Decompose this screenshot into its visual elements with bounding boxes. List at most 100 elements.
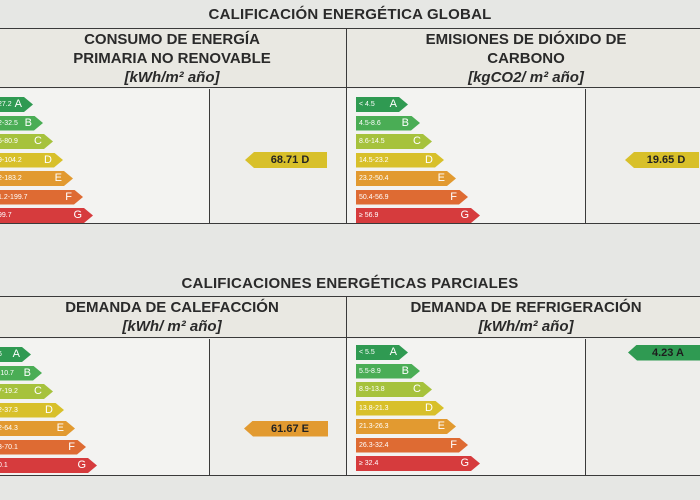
emisiones-scale: < 4.5 A 4.5-8.6 B 8.6-14.5 C 14.5-23.2 D 23.2-50…	[347, 89, 586, 223]
calefaccion-scale-range: -10.7	[0, 369, 14, 377]
refrigeracion-scale-arrow-f: 26.3-32.4 F	[356, 438, 468, 453]
refrigeracion-scale-range: ≥ 32.4	[359, 460, 379, 467]
emisiones-scale-letter: B	[401, 116, 409, 129]
emisiones-heading: EMISIONES DE DIÓXIDO DE CARBONO [kgCO2/ …	[347, 29, 700, 88]
consumo-scale-arrow-c: 5-80.9 C	[0, 134, 53, 149]
consumo-scale-letter: D	[44, 153, 52, 166]
parciales-title: CALIFICACIONES ENERGÉTICAS PARCIALES	[181, 275, 519, 292]
emisiones-body: < 4.5 A 4.5-8.6 B 8.6-14.5 C 14.5-23.2 D 23.2-50…	[347, 89, 700, 223]
consumo-scale-arrow-a: 27.2A	[0, 97, 33, 112]
refrigeracion-scale-range: 5.5-8.9	[359, 367, 381, 375]
calefaccion-body: 6A -10.7 B 7-19.2 C 2-37.3 D 2-64.3E 3-70.1 F 0.1 G…	[0, 339, 347, 475]
refrigeracion-scale-arrow-c: 8.9-13.8 C	[356, 382, 432, 397]
emisiones-heading-line1: EMISIONES DE DIÓXIDO DE	[425, 30, 627, 48]
calefaccion-scale-arrow-f: 3-70.1 F	[0, 440, 86, 455]
consumo-heading-line1: CONSUMO DE ENERGÍA	[84, 30, 260, 48]
refrigeracion-scale: < 5.5 A 5.5-8.9 B 8.9-13.8 C 13.8-21.3 D 21.3-26…	[347, 339, 586, 475]
emisiones-scale-arrow-b: 4.5-8.6 B	[356, 116, 420, 131]
calefaccion-scale-range: 0.1	[1, 462, 8, 469]
consumo-scale-letter: B	[24, 116, 32, 129]
calefaccion-scale-letter: F	[68, 440, 75, 453]
consumo-scale-arrow-e: 2-183.2 E	[0, 171, 73, 186]
calefaccion-heading-line1: DEMANDA DE CALEFACCIÓN	[65, 299, 279, 316]
refrigeracion-scale-letter: C	[413, 383, 421, 395]
emisiones-scale-range: 4.5-8.6	[359, 119, 381, 127]
emisiones-scale-range: 23.2-50.4	[359, 175, 389, 182]
refrigeracion-scale-range: 21.3-26.3	[359, 423, 389, 430]
calefaccion-scale-arrow-d: 2-37.3 D	[0, 403, 64, 418]
refrigeracion-scale-arrow-a: < 5.5 A	[356, 345, 408, 360]
consumo-scale-letter: A	[14, 98, 22, 110]
refrigeracion-scale-arrow-e: 21.3-26.3 E	[356, 419, 456, 434]
global-title: CALIFICACIÓN ENERGÉTICA GLOBAL	[208, 6, 492, 23]
consumo-scale-range: 9-104.2	[0, 156, 22, 164]
consumo-scale-range: 2-183.2	[0, 175, 22, 182]
calefaccion-scale-arrow-e: 2-64.3 E	[0, 421, 75, 436]
consumo-heading: CONSUMO DE ENERGÍA PRIMARIA NO RENOVABLE…	[0, 29, 347, 88]
emisiones-scale-range: 14.5-23.2	[359, 156, 389, 164]
calefaccion-scale-letter: D	[45, 403, 53, 416]
refrigeracion-scale-range: 8.9-13.8	[359, 386, 385, 393]
emisiones-heading-line2: CARBONO	[487, 49, 565, 67]
emisiones-scale-letter: E	[437, 172, 445, 184]
emisiones-scale-letter: D	[425, 153, 433, 166]
emisiones-scale-letter: C	[413, 135, 421, 147]
consumo-scale-range: 99.7	[1, 212, 12, 219]
refrigeracion-scale-range: < 5.5	[359, 349, 375, 356]
consumo-scale-letter: G	[73, 209, 82, 221]
emisiones-scale-arrow-e: 23.2-50.4 E	[356, 171, 456, 186]
emisiones-scale-letter: G	[460, 209, 469, 221]
emisiones-panel: EMISIONES DE DIÓXIDO DE CARBONO [kgCO2/ …	[346, 28, 700, 224]
consumo-heading-line2: PRIMARIA NO RENOVABLE	[73, 49, 271, 67]
emisiones-scale-range: < 4.5	[359, 101, 375, 108]
consumo-scale-arrow-g: 99.7 G	[0, 208, 93, 223]
consumo-scale-arrow-f: 1.2-199.7 F	[0, 190, 83, 205]
emisiones-rating-badge: 19.65 D	[625, 152, 699, 168]
emisiones-scale-arrow-d: 14.5-23.2 D	[356, 153, 444, 168]
calefaccion-scale-letter: B	[23, 366, 31, 379]
emisiones-scale-arrow-g: ≥ 56.9 G	[356, 208, 480, 223]
calefaccion-heading: DEMANDA DE CALEFACCIÓN [kWh/ m² año]	[0, 297, 347, 338]
consumo-rating-badge: 68.71 D	[245, 152, 327, 168]
consumo-panel: CONSUMO DE ENERGÍA PRIMARIA NO RENOVABLE…	[0, 28, 348, 224]
consumo-scale-letter: C	[34, 135, 42, 147]
refrigeracion-rating-badge: 4.23 A	[628, 344, 700, 361]
calefaccion-scale-range: 2-37.3	[1, 406, 18, 414]
emisiones-scale-arrow-c: 8.6-14.5 C	[356, 134, 432, 149]
consumo-scale-range: 2-32.5	[1, 119, 18, 127]
consumo-scale: 27.2A 2-32.5 B 5-80.9 C 9-104.2 D 2-183.2 E 1.2-1…	[0, 89, 210, 223]
refrigeracion-scale-letter: E	[437, 420, 445, 432]
calefaccion-scale-arrow-a: 6A	[0, 347, 31, 362]
consumo-scale-letter: F	[65, 190, 72, 203]
refrigeracion-panel: DEMANDA DE REFRIGERACIÓN [kWh/m² año] < …	[346, 296, 700, 476]
emisiones-scale-arrow-a: < 4.5 A	[356, 97, 408, 112]
consumo-unit: [kWh/m² año]	[124, 68, 220, 86]
refrigeracion-heading: DEMANDA DE REFRIGERACIÓN [kWh/m² año]	[347, 297, 700, 338]
refrigeracion-heading-line1: DEMANDA DE REFRIGERACIÓN	[410, 299, 642, 316]
calefaccion-scale-range: 7-19.2	[1, 388, 18, 395]
emisiones-scale-arrow-f: 50.4-56.9 F	[356, 190, 468, 205]
calefaccion-rating-badge: 61.67 E	[244, 420, 328, 437]
refrigeracion-scale-range: 26.3-32.4	[359, 441, 389, 449]
consumo-scale-arrow-d: 9-104.2 D	[0, 153, 63, 168]
refrigeracion-scale-letter: G	[460, 457, 469, 469]
emisiones-scale-range: 50.4-56.9	[359, 193, 389, 201]
emisiones-scale-letter: A	[389, 98, 397, 110]
refrigeracion-scale-range: 13.8-21.3	[359, 404, 389, 412]
calefaccion-scale-range: 6	[0, 351, 2, 358]
calefaccion-scale-letter: G	[77, 459, 86, 471]
refrigeracion-scale-arrow-d: 13.8-21.3 D	[356, 401, 444, 416]
calefaccion-panel: DEMANDA DE CALEFACCIÓN [kWh/ m² año] 6A -…	[0, 296, 348, 476]
emisiones-scale-range: ≥ 56.9	[359, 212, 379, 219]
calefaccion-scale-arrow-g: 0.1 G	[0, 458, 97, 473]
consumo-scale-range: 5-80.9	[1, 138, 18, 145]
calefaccion-scale-letter: E	[56, 422, 64, 434]
refrigeracion-scale-letter: D	[425, 401, 433, 414]
calefaccion-scale-range: 3-70.1	[1, 443, 18, 451]
calefaccion-unit: [kWh/ m² año]	[122, 318, 222, 335]
emisiones-scale-letter: F	[450, 190, 457, 203]
refrigeracion-scale-letter: A	[389, 346, 397, 358]
calefaccion-scale-letter: C	[34, 385, 42, 397]
calefaccion-scale-arrow-c: 7-19.2 C	[0, 384, 53, 399]
consumo-scale-range: 27.2	[1, 101, 12, 108]
